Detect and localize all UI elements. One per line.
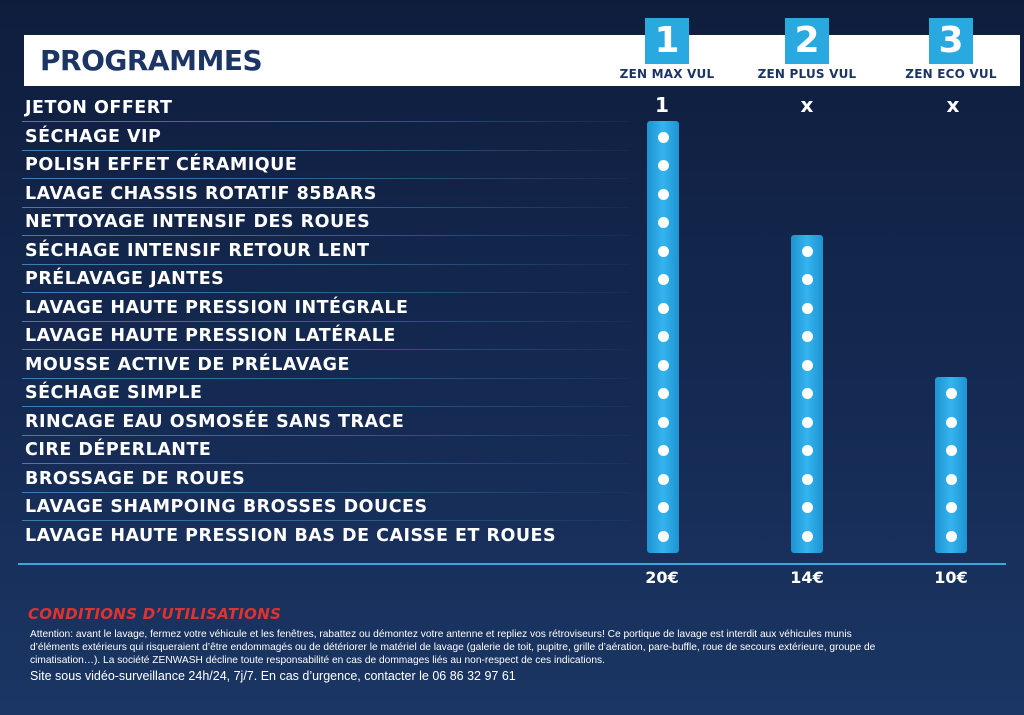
dot-icon: [801, 530, 813, 542]
row-separator: [22, 406, 630, 407]
programme-row-label: SÉCHAGE VIP: [25, 126, 162, 147]
price-plan-2: 14€: [790, 568, 824, 587]
plan-number-badge: 2: [785, 18, 829, 64]
surveillance-text: Site sous vidéo-surveillance 24h/24, 7j/…: [30, 669, 516, 683]
dot-icon: [801, 331, 813, 342]
dot-icon: [945, 445, 957, 456]
dot-icon: [657, 445, 669, 456]
row-separator: [22, 377, 630, 379]
plan-name: ZEN PLUS VUL: [757, 67, 857, 81]
row-separator: [22, 434, 630, 436]
price-plan-3: 10€: [934, 568, 968, 587]
dot-icon: [657, 188, 669, 200]
plan-number-badge: 3: [929, 18, 973, 64]
row-separator: [22, 149, 630, 151]
row-separator: [22, 121, 630, 122]
dot-icon: [657, 359, 669, 371]
programme-row-label: LAVAGE HAUTE PRESSION BAS DE CAISSE ET R…: [25, 525, 557, 546]
dot-icon: [801, 388, 813, 399]
dot-icon: [657, 217, 669, 228]
dot-icon: [801, 274, 813, 285]
plan-name: ZEN MAX VUL: [619, 67, 715, 81]
page-title: PROGRAMMES: [40, 44, 263, 77]
jeton-mark-plan-2: x: [800, 93, 814, 117]
plan-number-badge: 1: [645, 18, 689, 64]
row-separator: [22, 178, 630, 179]
dot-icon: [801, 502, 813, 513]
dot-icon: [801, 245, 813, 257]
bottom-divider: [18, 563, 1006, 565]
title-band: [24, 35, 1020, 86]
programme-row-label: BROSSAGE DE ROUES: [25, 468, 246, 489]
jeton-mark-plan-1: 1: [655, 93, 669, 117]
dot-icon: [801, 473, 813, 485]
dot-icon: [657, 530, 669, 542]
dot-icon: [801, 302, 813, 314]
dot-icon: [657, 131, 669, 143]
row-separator: [22, 263, 630, 265]
programme-row-label: SÉCHAGE SIMPLE: [25, 383, 203, 403]
dot-icon: [801, 445, 813, 456]
price-plan-1: 20€: [645, 568, 679, 587]
dot-icon: [945, 502, 957, 513]
row-separator: [22, 520, 630, 521]
dot-icon: [657, 160, 669, 171]
programme-row-label: LAVAGE HAUTE PRESSION INTÉGRALE: [25, 297, 409, 318]
row-separator: [22, 292, 630, 293]
row-separator: [22, 235, 630, 236]
programme-row-label: LAVAGE CHASSIS ROTATIF 85BARS: [25, 183, 377, 204]
row-separator: [22, 320, 630, 322]
dot-icon: [657, 302, 669, 314]
dot-icon: [945, 473, 957, 485]
programme-row-label: SÉCHAGE INTENSIF RETOUR LENT: [25, 240, 370, 261]
programme-row-label: POLISH EFFET CÉRAMIQUE: [25, 155, 298, 175]
dot-icon: [657, 388, 669, 399]
programme-row-label: PRÉLAVAGE JANTES: [25, 269, 225, 289]
plan-header-1: 1 ZEN MAX VUL: [617, 18, 717, 81]
conditions-title: CONDITIONS D’UTILISATIONS: [28, 605, 282, 623]
programme-row-label: CIRE DÉPERLANTE: [25, 440, 212, 460]
dot-icon: [657, 416, 669, 428]
programme-row-label: JETON OFFERT: [25, 98, 173, 118]
dot-icon: [801, 359, 813, 371]
row-separator: [22, 349, 630, 350]
programme-row-label: LAVAGE HAUTE PRESSION LATÉRALE: [25, 326, 396, 346]
plan-header-3: 3 ZEN ECO VUL: [901, 18, 1001, 81]
dot-icon: [945, 416, 957, 428]
dot-icon: [657, 245, 669, 257]
row-separator: [22, 206, 630, 208]
dot-icon: [657, 502, 669, 513]
jeton-mark-plan-3: x: [946, 93, 960, 117]
dot-icon: [945, 530, 957, 542]
programme-row-label: LAVAGE SHAMPOING BROSSES DOUCES: [25, 497, 428, 517]
dot-icon: [801, 416, 813, 428]
dot-icon: [945, 388, 957, 399]
row-separator: [22, 463, 630, 464]
programme-row-label: NETTOYAGE INTENSIF DES ROUES: [25, 212, 371, 232]
conditions-text: Attention: avant le lavage, fermez votre…: [30, 629, 876, 666]
row-separator: [22, 491, 630, 493]
plan-header-2: 2 ZEN PLUS VUL: [757, 18, 857, 81]
inclusion-bar-plan-3: [935, 377, 967, 553]
plan-name: ZEN ECO VUL: [905, 67, 997, 81]
programme-row-label: RINCAGE EAU OSMOSÉE SANS TRACE: [25, 411, 405, 432]
dot-icon: [657, 274, 669, 285]
dot-icon: [657, 331, 669, 342]
dot-icon: [657, 473, 669, 485]
programme-row-label: MOUSSE ACTIVE DE PRÉLAVAGE: [25, 354, 350, 375]
